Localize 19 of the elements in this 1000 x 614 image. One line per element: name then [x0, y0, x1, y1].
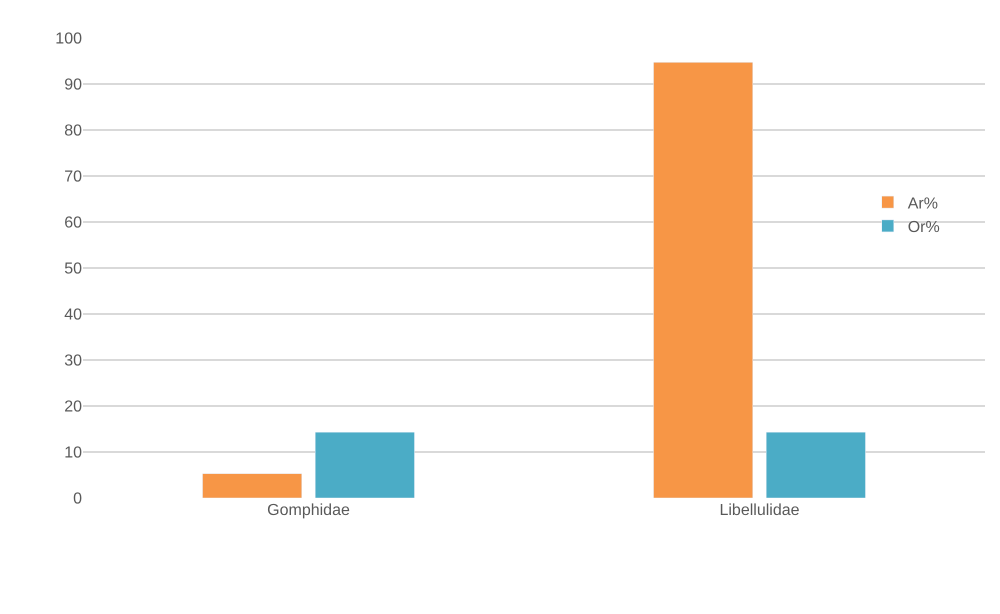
legend-label: Ar% — [908, 195, 938, 212]
y-tick-label: 90 — [64, 76, 82, 94]
y-tick-label: 20 — [64, 398, 82, 416]
legend-label: Or% — [908, 219, 940, 236]
y-tick-label: 100 — [55, 30, 82, 48]
y-tick-label: 70 — [64, 168, 82, 186]
y-tick-label: 10 — [64, 444, 82, 462]
y-tick-label: 30 — [64, 352, 82, 370]
bar — [202, 473, 302, 498]
bar — [766, 432, 866, 498]
y-tick-label: 0 — [73, 490, 82, 508]
y-tick-label: 60 — [64, 214, 82, 232]
y-tick-label: 80 — [64, 122, 82, 140]
y-tick-label: 40 — [64, 306, 82, 324]
x-tick-label: Libellulidae — [719, 502, 800, 519]
bar — [653, 62, 753, 498]
x-tick-label: Gomphidae — [267, 502, 350, 519]
bar — [315, 432, 415, 498]
y-tick-label: 50 — [64, 260, 82, 278]
